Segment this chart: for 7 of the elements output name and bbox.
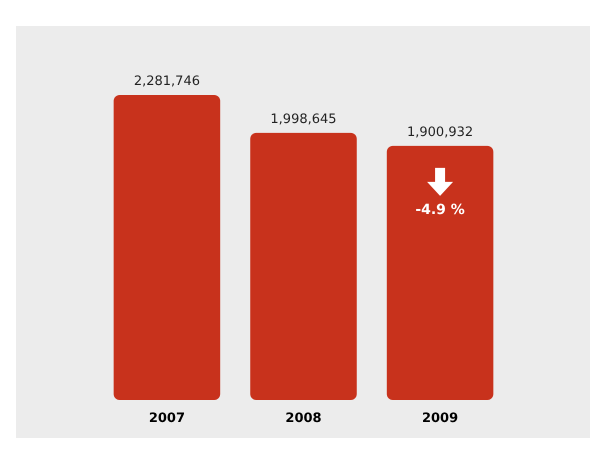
data-label: 2,281,746 [134, 74, 200, 89]
x-tick-label: 2008 [285, 411, 322, 426]
x-tick-label: 2009 [422, 411, 458, 426]
data-label: 1,998,645 [270, 112, 337, 127]
data-label: 1,900,932 [406, 124, 474, 140]
annotation: -4.9 % [415, 202, 465, 218]
x-tick-label: 2007 [148, 411, 186, 426]
